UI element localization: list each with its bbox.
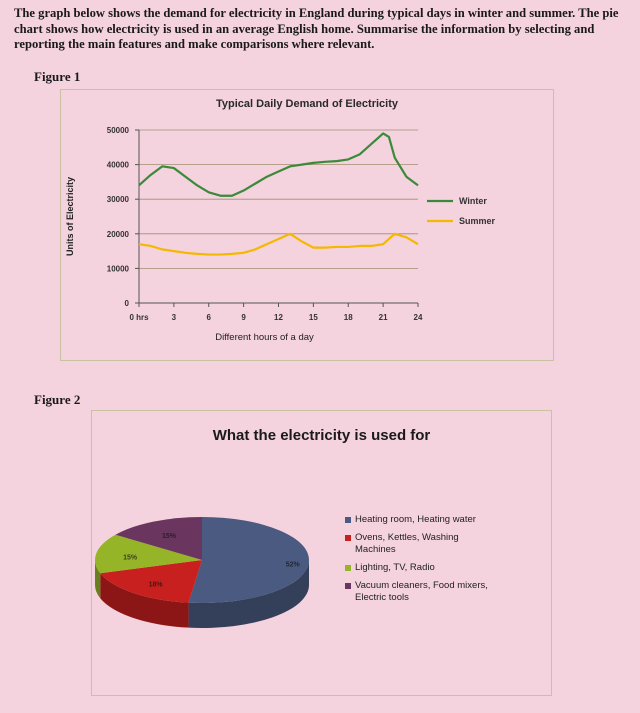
legend-label: Lighting, TV, Radio <box>355 562 435 573</box>
legend-swatch <box>345 535 351 541</box>
pie-slice <box>115 517 202 560</box>
pie-side <box>188 560 309 628</box>
y-tick-label: 40000 <box>107 161 130 170</box>
y-tick-label: 50000 <box>107 126 130 135</box>
line-chart-panel: Typical Daily Demand of Electricity 0 100… <box>60 89 554 361</box>
series-line-winter <box>138 132 419 197</box>
x-tick-label: 3 <box>172 313 177 322</box>
x-tick-label: 9 <box>241 313 246 322</box>
x-tick-label: 12 <box>274 313 283 322</box>
slice-value-label: 15% <box>123 554 138 561</box>
slice-value-label: 18% <box>149 582 164 589</box>
legend-swatch <box>345 565 351 571</box>
series-line-summer <box>138 232 419 256</box>
legend-label: Summer <box>459 216 496 226</box>
pie-side <box>100 573 189 628</box>
pie-slice <box>188 517 309 603</box>
figure-2-label: Figure 2 <box>34 392 81 407</box>
x-tick-label: 6 <box>207 313 212 322</box>
x-tick-label: 0 hrs <box>129 313 149 322</box>
x-tick-label: 18 <box>344 313 353 322</box>
legend-label: Winter <box>459 196 487 206</box>
pie-legend-item: Heating room, Heating water <box>345 514 495 526</box>
y-axis-label: Units of Electricity <box>65 177 75 256</box>
slice-value-label: 15% <box>162 533 177 540</box>
pie-legend: Heating room, Heating water Ovens, Kettl… <box>345 514 495 610</box>
pie-legend-item: Vacuum cleaners, Food mixers, Electric t… <box>345 580 495 604</box>
legend-label: Vacuum cleaners, Food mixers, Electric t… <box>355 580 488 603</box>
pie-slice <box>100 560 202 603</box>
legend-swatch <box>345 583 351 589</box>
pie-chart-panel: What the electricity is used for 52% 18% 1… <box>91 410 552 696</box>
x-tick-label: 15 <box>309 313 318 322</box>
legend-swatch <box>345 517 351 523</box>
legend-label: Heating room, Heating water <box>355 514 476 525</box>
pie-legend-item: Lighting, TV, Radio <box>345 562 495 574</box>
line-chart-title: Typical Daily Demand of Electricity <box>216 98 398 110</box>
y-tick-label: 10000 <box>107 264 130 273</box>
pie-chart-title: What the electricity is used for <box>212 427 431 444</box>
task-prompt: The graph below shows the demand for ele… <box>14 6 619 51</box>
y-tick-label: 20000 <box>107 230 130 239</box>
pie-legend-item: Ovens, Kettles, Washing Machines <box>345 532 495 556</box>
y-tick-label: 0 <box>125 299 130 308</box>
pie-slice <box>94 534 202 574</box>
y-tick-label: 30000 <box>107 195 130 204</box>
pie-side <box>95 560 101 599</box>
line-chart: 0 10000 20000 30000 40000 50000 0 hrs 3 6 9 12 15 18… <box>65 126 496 343</box>
x-tick-label: 24 <box>414 313 423 322</box>
pie-chart: 52% 18% 15% 15% <box>94 517 309 628</box>
x-tick-label: 21 <box>379 313 388 322</box>
figure-1-label: Figure 1 <box>34 69 81 84</box>
x-axis-label: Different hours of a day <box>215 332 314 343</box>
legend-label: Ovens, Kettles, Washing Machines <box>355 532 459 555</box>
slice-value-label: 52% <box>286 561 301 568</box>
